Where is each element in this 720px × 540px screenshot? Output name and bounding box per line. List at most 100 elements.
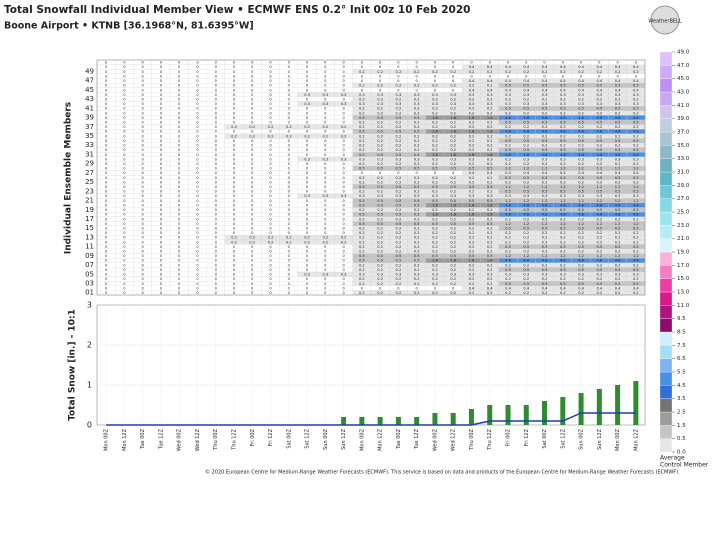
cell-value: 0.5 bbox=[359, 259, 365, 263]
x-tick-label: Sat 00Z bbox=[286, 428, 292, 448]
cell-value: 1.8 bbox=[450, 116, 456, 120]
cell-value: 0.2 bbox=[377, 121, 383, 125]
cell-value: 0.2 bbox=[432, 236, 438, 240]
cell-value: 0.2 bbox=[359, 134, 365, 138]
cell-value: 0.2 bbox=[469, 277, 475, 281]
cell-value: 1.2 bbox=[560, 222, 566, 226]
cell-value: 0.5 bbox=[615, 176, 621, 180]
cell-value: 0.2 bbox=[414, 240, 420, 244]
cell-value: 0 bbox=[215, 291, 218, 295]
cell-value: 0 bbox=[269, 291, 272, 295]
cell-value: 0.2 bbox=[359, 208, 365, 212]
cell-value: 0.2 bbox=[359, 291, 365, 295]
cell-value: 0.2 bbox=[633, 277, 639, 281]
cell-value: 0 bbox=[160, 250, 163, 254]
cell-value: 0 bbox=[306, 282, 309, 286]
cell-value: 0 bbox=[342, 268, 345, 272]
member-label: 29 bbox=[85, 160, 94, 168]
cell-value: 0.2 bbox=[249, 236, 255, 240]
colorbar-bin bbox=[659, 51, 673, 66]
cell-value: 0.2 bbox=[615, 277, 621, 281]
cell-value: 0.2 bbox=[469, 291, 475, 295]
colorbar-bin bbox=[659, 131, 673, 146]
cell-value: 0.5 bbox=[359, 153, 365, 157]
cell-value: 0.5 bbox=[615, 268, 621, 272]
cell-value: 0.5 bbox=[523, 139, 529, 143]
cell-value: 0 bbox=[233, 259, 236, 263]
cell-value: 0.5 bbox=[615, 282, 621, 286]
cell-value: 0.5 bbox=[359, 203, 365, 207]
cell-value: 0 bbox=[178, 226, 181, 230]
cell-value: 0.5 bbox=[396, 199, 402, 203]
cell-value: 0.2 bbox=[359, 236, 365, 240]
colorbar-bin bbox=[659, 251, 673, 266]
cell-value: 0 bbox=[251, 282, 254, 286]
cell-value: 0.2 bbox=[596, 240, 602, 244]
cell-value: 0.2 bbox=[487, 162, 493, 166]
cell-value: 0.2 bbox=[414, 231, 420, 235]
cell-value: 4.8 bbox=[542, 130, 548, 134]
cell-value: 0.2 bbox=[268, 125, 274, 129]
cell-value: 0 bbox=[142, 277, 145, 281]
cell-value: 0.4 bbox=[487, 171, 493, 175]
cell-value: 0.5 bbox=[377, 153, 383, 157]
cell-value: 0 bbox=[324, 250, 327, 254]
cell-value: 0.5 bbox=[542, 282, 548, 286]
cell-value: 0.5 bbox=[615, 245, 621, 249]
cell-value: 0 bbox=[251, 226, 254, 230]
cell-value: 0.2 bbox=[432, 282, 438, 286]
cell-value: 0.5 bbox=[633, 84, 639, 88]
cell-value: 0.2 bbox=[396, 111, 402, 115]
cell-value: 0 bbox=[342, 277, 345, 281]
logo: WeatherBELL bbox=[648, 19, 681, 25]
cell-value: 0.5 bbox=[414, 222, 420, 226]
cell-value: 0.2 bbox=[560, 144, 566, 148]
cell-value: 0.3 bbox=[578, 93, 584, 97]
cell-value: 0.3 bbox=[414, 102, 420, 106]
cell-value: 0.2 bbox=[396, 125, 402, 129]
cell-value: 0.2 bbox=[432, 84, 438, 88]
cell-value: 0.2 bbox=[359, 125, 365, 129]
cell-value: 0 bbox=[196, 240, 199, 244]
member-label: 33 bbox=[85, 141, 94, 149]
cell-value: 0.2 bbox=[469, 84, 475, 88]
cell-value: 0 bbox=[342, 263, 345, 267]
cell-value: 0.3 bbox=[523, 93, 529, 97]
x-tick-label: Fri 12Z bbox=[524, 428, 530, 446]
cell-value: 0 bbox=[196, 273, 199, 277]
member-label: 27 bbox=[85, 169, 94, 177]
x-tick-label: Tue 00Z bbox=[396, 428, 402, 449]
cell-value: 0.3 bbox=[469, 157, 475, 161]
cell-value: 0.4 bbox=[560, 65, 566, 69]
colorbar-label: 0.5 bbox=[677, 436, 686, 442]
cell-value: 0 bbox=[306, 231, 309, 235]
cell-value: 0.4 bbox=[615, 171, 621, 175]
cell-value: 0.2 bbox=[523, 70, 529, 74]
cell-value: 1.2 bbox=[633, 185, 639, 189]
colorbar-label: 5.5 bbox=[677, 370, 686, 376]
cell-value: 0 bbox=[123, 268, 126, 272]
member-label: 19 bbox=[85, 206, 94, 214]
cell-value: 0.2 bbox=[615, 263, 621, 267]
member-label: 37 bbox=[85, 123, 94, 131]
cell-value: 1.8 bbox=[469, 203, 475, 207]
cell-value: 0.2 bbox=[560, 125, 566, 129]
cell-value: 4.8 bbox=[505, 153, 511, 157]
colorbar-bin bbox=[659, 145, 673, 159]
cell-value: 0 bbox=[105, 250, 108, 254]
cell-value: 0.3 bbox=[304, 157, 310, 161]
cell-value: 0.2 bbox=[377, 190, 383, 194]
member-label: 47 bbox=[85, 77, 94, 85]
cell-value: 0.2 bbox=[396, 139, 402, 143]
cell-value: 0.3 bbox=[450, 194, 456, 198]
cell-value: 0.5 bbox=[523, 282, 529, 286]
cell-value: 0.5 bbox=[377, 130, 383, 134]
cell-value: 0.5 bbox=[432, 222, 438, 226]
cell-value: 0.2 bbox=[560, 231, 566, 235]
cell-value: 0.3 bbox=[414, 157, 420, 161]
cell-value: 0.4 bbox=[560, 88, 566, 92]
cell-value: 0 bbox=[196, 226, 199, 230]
cell-value: 0.2 bbox=[414, 263, 420, 267]
x-tick-label: Wed 00Z bbox=[432, 428, 438, 451]
cell-value: 0.2 bbox=[578, 236, 584, 240]
